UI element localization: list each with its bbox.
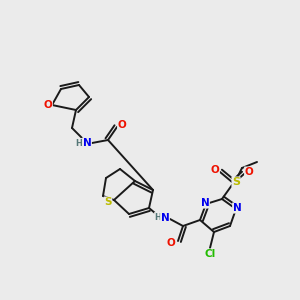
Text: O: O <box>44 100 52 110</box>
Text: O: O <box>244 167 253 177</box>
Text: Cl: Cl <box>204 249 216 259</box>
Text: N: N <box>160 213 169 223</box>
Text: N: N <box>201 198 209 208</box>
Text: O: O <box>211 165 219 175</box>
Text: H: H <box>154 212 161 221</box>
Text: S: S <box>104 197 112 207</box>
Text: O: O <box>118 120 126 130</box>
Text: N: N <box>82 138 91 148</box>
Text: S: S <box>232 177 240 187</box>
Text: N: N <box>232 203 242 213</box>
Text: O: O <box>167 238 176 248</box>
Text: H: H <box>76 139 82 148</box>
